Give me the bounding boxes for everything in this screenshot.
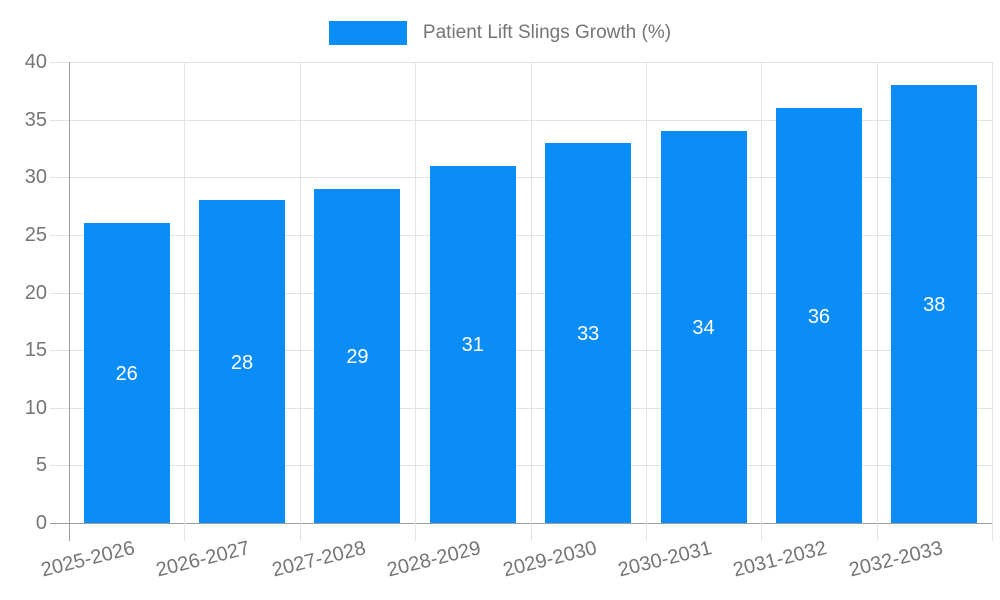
bar-value-label: 34 — [692, 317, 715, 340]
bar-value-label: 38 — [923, 294, 946, 317]
y-tick-label: 0 — [35, 512, 47, 534]
y-axis-line — [69, 62, 70, 541]
y-tick-label: 20 — [24, 281, 47, 304]
bar-value-label: 33 — [577, 322, 600, 345]
bar[interactable]: 28 — [199, 200, 286, 523]
plot-area: 26 28 29 31 33 34 36 38 — [50, 62, 993, 541]
bar-value-label: 31 — [461, 334, 484, 357]
gridline-vertical — [876, 62, 878, 541]
y-tick-label: 15 — [24, 339, 47, 362]
gridline-horizontal — [50, 62, 992, 63]
x-tick-label: 2027-2028 — [269, 537, 368, 582]
y-tick-label: 25 — [24, 223, 47, 246]
y-tick-label: 35 — [24, 108, 47, 131]
bar[interactable]: 34 — [660, 131, 747, 523]
gridline-horizontal — [50, 465, 992, 467]
legend-label[interactable]: Patient Lift Slings Growth (%) — [422, 22, 672, 43]
x-tick-label: 2029-2030 — [500, 537, 599, 582]
bar-value-label: 26 — [115, 363, 138, 386]
bar-value-label: 28 — [230, 351, 254, 374]
bar[interactable]: 26 — [83, 223, 170, 523]
bar[interactable]: 33 — [545, 142, 632, 523]
y-tick-label: 30 — [24, 166, 47, 189]
gridline-horizontal — [50, 234, 992, 236]
x-tick-label: 2026-2027 — [154, 537, 253, 582]
x-tick-label: 2030-2031 — [615, 537, 714, 582]
bar[interactable]: 29 — [314, 188, 401, 523]
gridline-vertical — [415, 62, 417, 541]
gridline-vertical — [645, 62, 647, 541]
gridline-horizontal — [50, 350, 992, 352]
y-tick-label: 10 — [24, 396, 47, 419]
y-tick-label: 40 — [24, 51, 47, 73]
gridline-vertical — [184, 62, 186, 541]
bar[interactable]: 36 — [775, 108, 862, 523]
bar[interactable]: 38 — [891, 85, 978, 523]
gridline-vertical — [530, 62, 532, 541]
x-tick-label: 2031-2032 — [731, 537, 830, 582]
gridline-vertical — [761, 62, 763, 541]
legend-swatch[interactable] — [328, 21, 407, 45]
x-tick-label: 2025-2026 — [38, 537, 138, 582]
bar-value-label: 29 — [346, 345, 369, 368]
gridline-horizontal — [50, 292, 992, 294]
x-tick-label: 2028-2029 — [384, 537, 484, 582]
gridline-horizontal — [50, 407, 992, 409]
bar-value-label: 36 — [807, 305, 831, 328]
legend: Patient Lift Slings Growth (%) — [0, 21, 1000, 45]
x-tick-label: 2032-2033 — [846, 537, 945, 582]
y-tick-label: 5 — [35, 454, 47, 477]
gridline-vertical — [992, 62, 993, 541]
gridline-horizontal — [50, 177, 992, 179]
gridline-vertical — [299, 62, 301, 541]
gridline-horizontal — [50, 119, 992, 121]
x-axis-baseline — [50, 523, 992, 524]
bar[interactable]: 31 — [429, 165, 516, 523]
